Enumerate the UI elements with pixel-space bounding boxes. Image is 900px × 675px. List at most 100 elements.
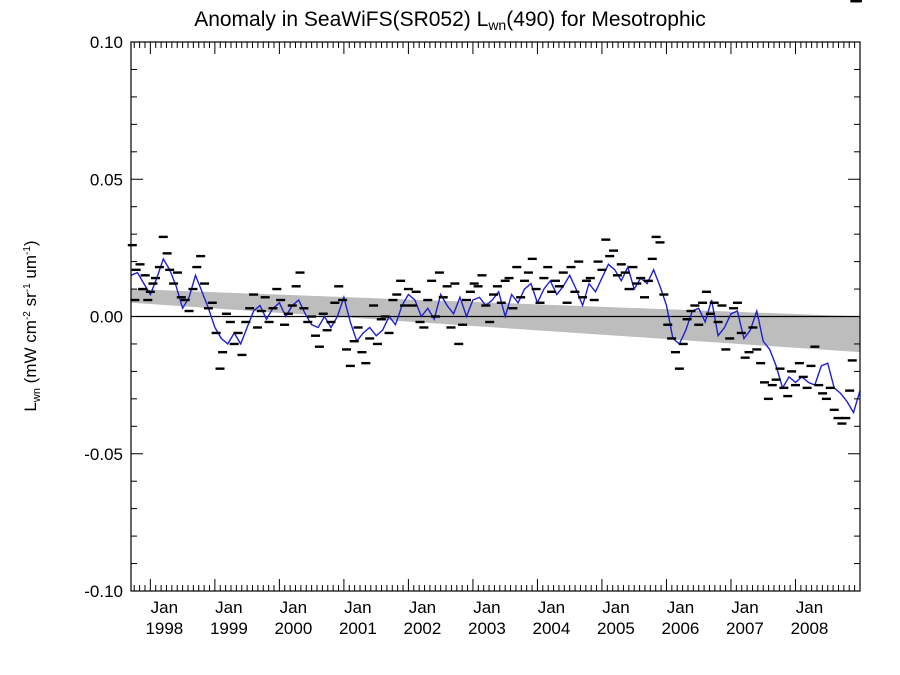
data-point — [667, 337, 677, 340]
data-point — [130, 298, 140, 302]
data-point — [442, 285, 452, 288]
data-point — [415, 320, 425, 324]
data-point — [628, 265, 638, 269]
data-point — [489, 293, 499, 296]
x-tick-year-label: 2005 — [597, 619, 635, 638]
x-tick-month-label: Jan — [344, 598, 371, 617]
data-point — [196, 254, 206, 258]
data-point — [686, 309, 696, 313]
data-point — [678, 342, 688, 346]
data-point — [131, 268, 141, 272]
data-point — [438, 296, 448, 299]
data-point — [411, 290, 421, 293]
data-point — [833, 416, 843, 420]
data-point — [184, 309, 194, 313]
data-point — [260, 296, 270, 299]
x-tick-year-label: 2007 — [726, 619, 764, 638]
data-point — [523, 271, 533, 274]
trend-band — [131, 289, 860, 353]
data-point — [740, 356, 750, 359]
x-tick-year-label: 2003 — [468, 619, 506, 638]
data-point — [299, 307, 309, 310]
data-point — [593, 260, 603, 263]
data-point — [326, 320, 336, 324]
x-tick-year-label: 2008 — [791, 619, 829, 638]
data-point — [570, 290, 580, 293]
data-point — [636, 276, 646, 280]
data-point — [256, 309, 266, 313]
data-point — [539, 276, 549, 280]
y-tick-label: 0.00 — [90, 308, 123, 327]
data-point — [357, 350, 367, 354]
data-point — [744, 350, 754, 354]
data-point — [249, 293, 259, 296]
data-point — [732, 301, 742, 304]
data-point — [496, 301, 506, 304]
data-point — [725, 337, 735, 340]
data-point — [698, 301, 708, 304]
data-point — [264, 320, 274, 324]
data-point — [643, 279, 653, 283]
data-point — [419, 326, 429, 329]
data-point — [609, 249, 619, 252]
data-point — [527, 257, 537, 261]
x-tick-month-label: Jan — [215, 598, 242, 617]
data-point — [237, 353, 247, 357]
data-point — [396, 279, 406, 283]
data-point — [180, 298, 190, 302]
data-point — [369, 304, 379, 307]
data-point — [407, 304, 417, 307]
data-point — [287, 304, 297, 307]
data-point — [516, 296, 526, 299]
data-point — [558, 271, 568, 274]
data-point — [852, 0, 862, 3]
data-point — [162, 252, 172, 255]
data-point — [341, 348, 351, 351]
data-point — [717, 304, 727, 307]
data-point — [837, 422, 847, 425]
x-tick-month-label: Jan — [151, 598, 178, 617]
data-point — [721, 348, 731, 351]
data-point — [241, 320, 251, 324]
data-point — [272, 287, 282, 291]
data-point — [154, 265, 164, 269]
data-point — [612, 274, 622, 277]
x-tick-year-label: 2000 — [274, 619, 312, 638]
data-point — [233, 331, 243, 335]
x-tick-month-label: Jan — [731, 598, 758, 617]
data-point — [508, 307, 518, 310]
data-point — [640, 296, 650, 299]
data-point — [353, 326, 363, 329]
data-point — [454, 342, 464, 346]
y-tick-label: 0.10 — [90, 33, 123, 52]
data-point — [748, 326, 758, 329]
data-point — [713, 320, 723, 324]
data-point — [694, 323, 704, 326]
data-point — [705, 312, 715, 315]
data-point — [268, 307, 278, 310]
data-point — [481, 304, 491, 307]
data-point — [655, 241, 665, 244]
data-point — [245, 307, 255, 310]
data-point — [589, 298, 599, 302]
data-point — [473, 285, 483, 288]
data-point — [543, 265, 553, 269]
data-point — [659, 293, 669, 296]
data-point — [291, 285, 301, 288]
data-point — [504, 276, 514, 280]
x-tick-year-label: 2001 — [339, 619, 377, 638]
data-point — [192, 265, 202, 269]
data-point — [500, 279, 510, 283]
data-point — [729, 307, 739, 310]
data-point — [469, 282, 479, 285]
data-point — [550, 279, 560, 283]
data-point — [229, 342, 239, 346]
data-point — [446, 326, 456, 329]
data-point — [372, 342, 382, 346]
data-point — [814, 383, 824, 387]
chart-title: Anomaly in SeaWiFS(SR052) Lwn(490) for M… — [194, 8, 706, 33]
data-point — [211, 331, 221, 335]
x-tick-month-label: Jan — [280, 598, 307, 617]
y-tick-label: -0.10 — [84, 582, 123, 601]
trend-band-layer — [131, 289, 860, 353]
